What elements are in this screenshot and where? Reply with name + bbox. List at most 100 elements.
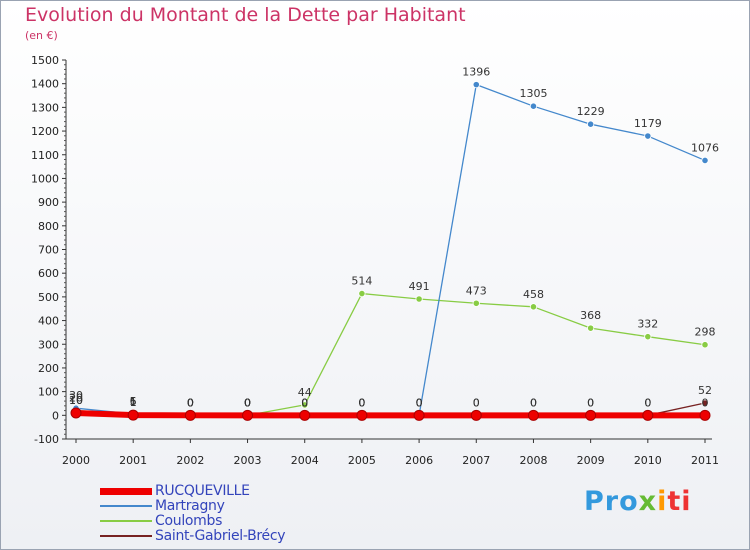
data-label: 0 bbox=[187, 396, 194, 409]
y-tick-label: 1100 bbox=[31, 149, 59, 162]
data-point bbox=[472, 81, 480, 89]
data-point bbox=[585, 409, 597, 421]
x-tick-label: 2010 bbox=[634, 454, 662, 467]
data-label: 0 bbox=[702, 396, 709, 409]
data-point bbox=[644, 132, 652, 140]
y-tick-label: -100 bbox=[34, 433, 59, 446]
data-point bbox=[529, 102, 538, 110]
legend-swatch-rucqueville bbox=[100, 488, 152, 495]
data-point bbox=[701, 399, 709, 407]
data-label: 0 bbox=[416, 396, 423, 409]
y-tick-label: 100 bbox=[38, 386, 59, 399]
data-point bbox=[415, 295, 423, 303]
data-label: 10 bbox=[69, 394, 83, 407]
data-point bbox=[527, 409, 539, 421]
data-point bbox=[242, 409, 254, 421]
data-label: 52 bbox=[698, 384, 712, 397]
data-point bbox=[356, 409, 368, 421]
x-tick-label: 2007 bbox=[462, 454, 490, 467]
x-tick-label: 2006 bbox=[405, 454, 433, 467]
y-tick-label: 1000 bbox=[31, 172, 59, 185]
y-tick-label: 1200 bbox=[31, 125, 59, 138]
y-tick-label: 0 bbox=[52, 409, 59, 422]
y-tick-label: 800 bbox=[38, 220, 59, 233]
data-label: 0 bbox=[530, 396, 537, 409]
series-line-martragny bbox=[75, 83, 706, 416]
data-label: 0 bbox=[416, 396, 423, 409]
data-label: 491 bbox=[409, 280, 430, 293]
legend-label-martragny: Martragny bbox=[155, 498, 225, 514]
legend-label-rucqueville: RUCQUEVILLE bbox=[155, 483, 250, 499]
y-tick-label: 400 bbox=[38, 315, 59, 328]
data-label: 0 bbox=[587, 396, 594, 409]
y-tick-label: 300 bbox=[38, 338, 59, 351]
data-label: 298 bbox=[695, 326, 716, 339]
data-point bbox=[644, 333, 652, 341]
chart-unit-label: (en €) bbox=[25, 29, 58, 42]
data-label: 0 bbox=[301, 396, 308, 409]
data-label: 0 bbox=[244, 396, 251, 409]
data-label: 0 bbox=[358, 396, 365, 409]
data-point bbox=[358, 289, 366, 298]
x-tick-label: 2004 bbox=[291, 454, 319, 467]
data-point bbox=[470, 409, 482, 421]
data-label: 0 bbox=[244, 396, 251, 409]
data-label: 0 bbox=[644, 396, 651, 409]
y-tick-label: 700 bbox=[38, 244, 59, 257]
data-label: 0 bbox=[244, 396, 251, 409]
data-point bbox=[472, 299, 480, 307]
x-tick-label: 2003 bbox=[234, 454, 262, 467]
x-tick-label: 2008 bbox=[519, 454, 547, 467]
legend-swatch-coulombs bbox=[100, 520, 152, 522]
data-point bbox=[587, 120, 595, 128]
data-point bbox=[70, 407, 82, 419]
data-point bbox=[587, 324, 595, 332]
data-point bbox=[529, 303, 538, 311]
data-label: 0 bbox=[473, 396, 480, 409]
data-point bbox=[642, 409, 654, 421]
y-tick-label: 600 bbox=[38, 267, 59, 280]
data-label: 1396 bbox=[462, 66, 490, 79]
proxiti-logo: Proxiti bbox=[584, 486, 692, 517]
data-point bbox=[701, 341, 709, 349]
data-label: 1305 bbox=[519, 87, 547, 100]
data-point bbox=[184, 409, 196, 421]
y-tick-label: 1300 bbox=[31, 101, 59, 114]
chart-series-lines bbox=[70, 81, 711, 421]
legend-label-coulombs: Coulombs bbox=[155, 513, 223, 529]
data-point bbox=[127, 409, 139, 421]
x-tick-label: 2001 bbox=[119, 454, 147, 467]
y-tick-label: 200 bbox=[38, 362, 59, 375]
data-point bbox=[701, 156, 709, 165]
data-label: 1229 bbox=[577, 105, 605, 118]
y-tick-label: 1400 bbox=[31, 78, 59, 91]
data-label: 0 bbox=[530, 396, 537, 409]
data-label: 0 bbox=[187, 396, 194, 409]
series-line-coulombs bbox=[75, 292, 706, 416]
y-tick-label: 900 bbox=[38, 196, 59, 209]
data-point bbox=[413, 409, 425, 421]
data-label: 1076 bbox=[691, 141, 719, 154]
data-label: 0 bbox=[416, 396, 423, 409]
x-tick-label: 2000 bbox=[62, 454, 90, 467]
data-point bbox=[699, 409, 711, 421]
legend-swatch-martragny bbox=[100, 505, 152, 507]
data-label: 368 bbox=[580, 309, 601, 322]
data-label: 0 bbox=[358, 396, 365, 409]
data-label: 458 bbox=[523, 288, 544, 301]
data-label: 0 bbox=[301, 396, 308, 409]
y-tick-label: 500 bbox=[38, 291, 59, 304]
data-label: 514 bbox=[351, 275, 372, 288]
chart-axes: -100010020030040050060070080090010001100… bbox=[31, 54, 719, 467]
data-label: 332 bbox=[637, 318, 658, 331]
x-tick-label: 2009 bbox=[577, 454, 605, 467]
data-label: 1 bbox=[130, 396, 137, 409]
data-label: 0 bbox=[587, 396, 594, 409]
series-line-rucqueville bbox=[73, 409, 708, 419]
data-label: 1179 bbox=[634, 117, 662, 130]
data-label: 0 bbox=[301, 396, 308, 409]
data-label: 6 bbox=[130, 395, 137, 408]
data-label: 44 bbox=[298, 386, 312, 399]
data-label: 0 bbox=[244, 396, 251, 409]
